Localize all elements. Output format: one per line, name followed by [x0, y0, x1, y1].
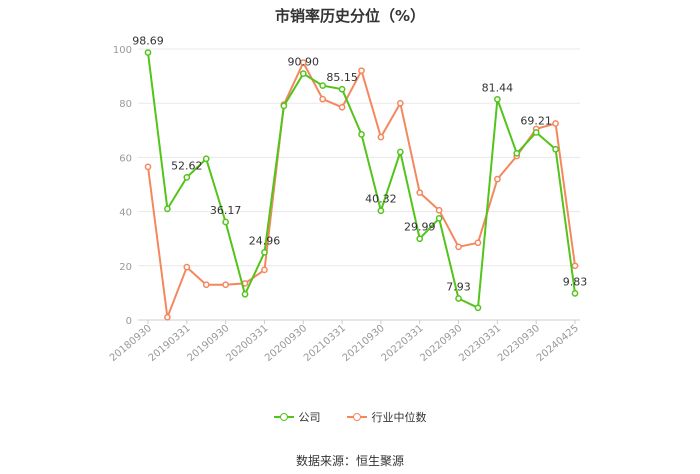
chart-title: 市销率历史分位（%） — [274, 7, 426, 25]
x-tick-label-20200331: 20200331 — [224, 323, 270, 364]
point-series0-20230630 — [513, 149, 521, 157]
point-series0-20200331 — [261, 249, 268, 256]
point-series1-20190630 — [202, 281, 210, 289]
point-series0-20220930 — [455, 295, 462, 302]
point-series0-20190331 — [183, 174, 191, 181]
y-tick-label-60: 60 — [119, 153, 132, 164]
legend-swatch-company — [273, 412, 294, 422]
x-tick-label-20210930: 20210930 — [341, 323, 387, 364]
x-tick-label-20230331: 20230331 — [457, 323, 503, 364]
point-series1-20200930 — [299, 59, 307, 66]
point-series1-20210930 — [377, 133, 385, 141]
point-series0-20190630 — [202, 155, 210, 163]
y-tick-label-80: 80 — [119, 99, 132, 110]
point-series1-20221231 — [474, 239, 482, 247]
point-series0-20211231 — [396, 148, 404, 156]
point-series0-20221231 — [474, 304, 482, 312]
point-series0-20230331 — [494, 95, 501, 103]
y-tick-label-0: 0 — [126, 316, 132, 327]
point-series0-20201231 — [319, 82, 327, 89]
point-series0-20180930 — [144, 49, 152, 56]
legend: 公司 行业中位数 — [0, 409, 700, 425]
point-series0-20191231 — [241, 290, 249, 298]
data-label-20190331: 52.62 — [171, 159, 203, 172]
data-label-20190930: 36.17 — [210, 204, 242, 217]
point-series1-20220630 — [435, 206, 443, 214]
point-series1-20180930 — [144, 163, 152, 171]
point-series0-20190930 — [222, 218, 229, 226]
point-series0-20220331 — [416, 235, 424, 243]
point-series1-20200331 — [261, 266, 268, 274]
data-label-20230930: 69.21 — [520, 114, 552, 127]
x-tick-label-20180930: 20180930 — [108, 323, 154, 364]
data-label-20200930: 90.90 — [288, 56, 320, 69]
x-tick-label-20230930: 20230930 — [496, 323, 542, 364]
data-label-20220331: 29.99 — [404, 221, 436, 234]
point-series0-20181231 — [164, 205, 171, 213]
y-tick-label-40: 40 — [119, 208, 132, 219]
data-label-20210930: 40.32 — [365, 193, 397, 206]
x-tick-label-20220930: 20220930 — [418, 323, 464, 364]
point-series0-20231231 — [552, 145, 559, 153]
point-series1-20211231 — [396, 99, 404, 107]
point-series0-20200930 — [299, 70, 307, 78]
x-tick-label-20220331: 20220331 — [380, 323, 426, 364]
point-series0-20220630 — [435, 215, 443, 222]
point-series1-20201231 — [319, 95, 327, 103]
point-series1-20240425 — [571, 262, 579, 270]
data-label-20220930: 7.93 — [446, 281, 471, 294]
point-series1-20220331 — [416, 189, 424, 196]
point-series1-20210331 — [338, 103, 346, 111]
series-layer — [144, 49, 579, 321]
series-line-1 — [147, 61, 576, 319]
x-tick-label-20190930: 20190930 — [185, 323, 231, 364]
point-series0-20210331 — [338, 85, 346, 93]
x-tick-label-20210331: 20210331 — [302, 323, 348, 364]
x-tick-label-20240425: 20240425 — [535, 323, 581, 364]
point-series0-20210930 — [377, 207, 385, 215]
point-series0-20240425 — [571, 290, 579, 297]
x-tick-label-20190331: 20190331 — [147, 323, 193, 364]
point-series1-20231231 — [552, 120, 559, 127]
point-series0-20230930 — [532, 129, 540, 136]
data-label-20210331: 85.15 — [326, 71, 358, 84]
legend-item-industry-median[interactable]: 行业中位数 — [346, 409, 427, 425]
x-tick-label-20200930: 20200930 — [263, 323, 309, 364]
data-source-note: 数据来源：恒生聚源 — [295, 454, 404, 468]
data-label-20180930: 98.69 — [132, 35, 164, 48]
point-series1-20230331 — [494, 175, 501, 183]
legend-item-company[interactable]: 公司 — [273, 409, 321, 425]
y-tick-label-20: 20 — [119, 262, 132, 273]
point-series1-20190930 — [222, 281, 229, 289]
point-series0-20200630 — [280, 102, 288, 110]
data-label-layer: 98.69 52.62 36.17 24.96 90.90 85.15 40.32 29.99… — [132, 35, 587, 294]
point-series1-20190331 — [183, 263, 191, 271]
data-label-20230331: 81.44 — [482, 81, 514, 94]
point-series0-20210630 — [358, 131, 365, 138]
data-label-20240425: 9.83 — [563, 275, 588, 288]
point-series1-20210630 — [358, 67, 365, 75]
point-series1-20220930 — [455, 243, 462, 251]
legend-label-industry-median: 行业中位数 — [371, 411, 427, 424]
legend-label-company: 公司 — [298, 411, 321, 424]
point-series1-20181231 — [164, 313, 171, 321]
data-label-20200331: 24.96 — [249, 234, 281, 247]
grid-layer — [138, 48, 580, 321]
y-tick-label-100: 100 — [113, 45, 132, 56]
legend-swatch-industry-median — [346, 412, 367, 422]
